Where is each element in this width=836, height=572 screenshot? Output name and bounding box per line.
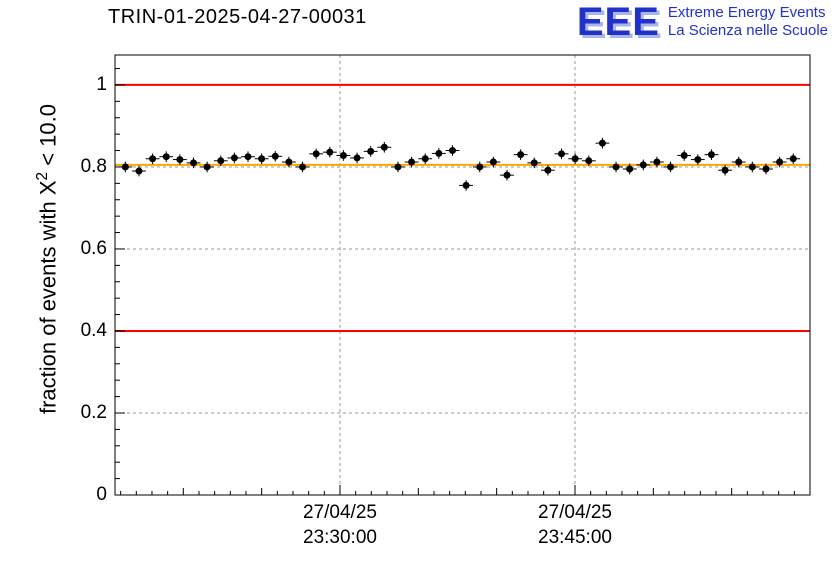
data-point	[663, 161, 678, 173]
eee-wordmark: EEE	[576, 0, 660, 44]
data-points	[118, 137, 801, 191]
data-point	[404, 156, 419, 168]
data-point	[690, 154, 705, 165]
x-tick-date: 27/04/25	[303, 502, 377, 523]
grid-lines	[115, 55, 810, 495]
eee-logo: EEE Extreme Energy Events La Scienza nel…	[576, 0, 828, 44]
data-point	[268, 150, 283, 162]
eee-logo-text: Extreme Energy Events La Scienza nelle S…	[668, 4, 828, 40]
x-tick-time: 23:45:00	[538, 527, 612, 548]
data-point	[554, 148, 569, 160]
data-point	[213, 155, 228, 167]
y-axis-label-prefix: fraction of events with X	[35, 180, 61, 415]
logo-line1: Extreme Energy Events	[667, 4, 826, 21]
data-point	[254, 153, 269, 165]
data-point	[595, 137, 610, 149]
data-point	[677, 150, 692, 161]
data-point	[513, 149, 528, 160]
data-point	[718, 164, 732, 176]
data-point	[650, 156, 664, 168]
data-point	[636, 159, 651, 171]
data-point	[500, 169, 514, 181]
x-tick-label-2345: 27/04/25 23:45:00	[490, 500, 660, 550]
y-tick-label-0_2: 0.2	[80, 402, 107, 423]
data-point	[322, 146, 337, 158]
data-point	[581, 155, 596, 167]
data-point	[704, 149, 719, 160]
data-point	[472, 161, 487, 173]
data-point	[445, 145, 460, 156]
data-point	[540, 164, 555, 176]
data-point	[309, 148, 324, 160]
x-tick-date: 27/04/25	[538, 502, 612, 523]
chart-title: TRIN-01-2025-04-27-00031	[108, 6, 367, 28]
data-point	[745, 161, 760, 173]
x-tick-time: 23:30:00	[303, 527, 377, 548]
data-point	[132, 165, 146, 177]
data-point	[731, 156, 746, 168]
data-point	[568, 153, 583, 165]
data-point	[145, 153, 160, 165]
data-point	[282, 156, 296, 168]
data-point	[459, 180, 473, 191]
data-point	[363, 146, 378, 157]
data-point	[172, 154, 187, 165]
y-tick-label-0_4: 0.4	[80, 320, 107, 341]
data-point	[336, 150, 351, 161]
axis-ticks	[115, 68, 795, 496]
data-point	[772, 156, 787, 168]
data-point	[350, 152, 364, 164]
data-point	[759, 163, 773, 175]
data-point	[377, 141, 392, 153]
data-point	[609, 161, 623, 173]
data-point	[486, 156, 501, 168]
reference-lines	[115, 83, 810, 332]
plot-frame	[114, 54, 811, 496]
data-point	[431, 148, 446, 159]
data-point	[159, 151, 174, 163]
data-point	[200, 161, 215, 173]
data-point	[622, 163, 637, 175]
y-tick-label-0_6: 0.6	[80, 238, 107, 259]
data-point	[118, 161, 133, 173]
y-tick-label-1: 1	[96, 74, 107, 95]
data-point	[418, 153, 433, 165]
data-point	[227, 152, 242, 164]
data-point	[391, 161, 405, 173]
data-point	[241, 151, 255, 163]
data-point	[527, 157, 542, 169]
data-point	[295, 161, 310, 173]
data-point	[786, 153, 801, 165]
y-tick-label-0: 0	[96, 484, 107, 505]
y-axis-label-superscript: 2	[34, 171, 51, 181]
logo-line2: La Scienza nelle Scuole	[667, 22, 828, 39]
y-tick-label-0_8: 0.8	[80, 156, 107, 177]
x-tick-label-2330: 27/04/25 23:30:00	[255, 500, 425, 550]
data-point	[186, 157, 201, 169]
